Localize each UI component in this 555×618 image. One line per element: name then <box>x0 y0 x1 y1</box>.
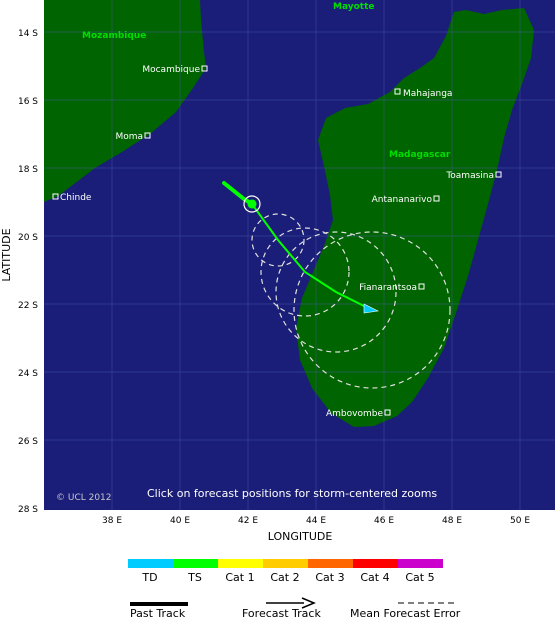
city-marker-toamasina <box>495 171 502 178</box>
legend-swatch-cat2 <box>263 559 308 568</box>
lon-tick-label: 44 E <box>306 516 326 526</box>
forecast-track-legend-label: Forecast Track <box>242 607 321 618</box>
madagascar-land <box>296 8 534 427</box>
error-circle-24h <box>260 227 350 317</box>
city-marker-chinde <box>52 193 59 200</box>
legend-label-cat5: Cat 5 <box>405 571 434 584</box>
city-label: Mahajanga <box>403 89 452 99</box>
region-label-mozambique: Mozambique <box>82 31 146 41</box>
city-markers <box>52 65 502 416</box>
copyright-text: © UCL 2012 <box>56 493 112 503</box>
error-circle-48h <box>293 231 451 389</box>
city-marker-fianarantsoa <box>418 283 425 290</box>
lon-tick-label: 42 E <box>238 516 258 526</box>
error-circle-36h <box>275 231 397 353</box>
category-legend <box>128 559 443 568</box>
legend-swatch-td <box>128 559 173 568</box>
y-axis-title: LATITUDE <box>0 228 13 281</box>
city-marker-mocambique <box>201 65 208 72</box>
storm-current-position[interactable] <box>247 199 257 209</box>
past-track-legend-label: Past Track <box>130 607 186 618</box>
forecast-position-48h[interactable] <box>369 307 375 313</box>
legend-swatch-cat3 <box>308 559 353 568</box>
lon-tick-label: 50 E <box>510 516 530 526</box>
legend-label-cat4: Cat 4 <box>360 571 389 584</box>
legend-label-ts: TS <box>187 571 202 584</box>
city-label: Ambovombe <box>326 409 383 419</box>
forecast-error-circles <box>251 213 451 389</box>
lat-tick-label: 18 S <box>18 165 38 175</box>
city-marker-moma <box>144 132 151 139</box>
forecast-track-arrowhead <box>363 303 379 314</box>
city-marker-mahajanga <box>394 88 401 95</box>
legend-swatch-ts <box>173 559 218 568</box>
lon-tick-label: 46 E <box>374 516 394 526</box>
lat-tick-label: 14 S <box>18 29 38 39</box>
city-label: Toamasina <box>445 171 494 181</box>
lon-tick-label: 48 E <box>442 516 462 526</box>
city-marker-antananarivo <box>433 195 440 202</box>
lat-tick-label: 16 S <box>18 97 38 107</box>
lon-tick-label: 38 E <box>102 516 122 526</box>
lon-tick-label: 40 E <box>170 516 190 526</box>
city-label: Chinde <box>60 193 92 203</box>
map-instruction-text: Click on forecast positions for storm-ce… <box>147 487 437 500</box>
legend-swatch-cat4 <box>353 559 398 568</box>
forecast-track-legend-arrowhead <box>301 597 316 609</box>
city-label: Fianarantsoa <box>359 283 417 293</box>
city-label: Mocambique <box>142 65 200 75</box>
lat-tick-label: 22 S <box>18 301 38 311</box>
legend-label-cat2: Cat 2 <box>270 571 299 584</box>
legend-label-cat1: Cat 1 <box>225 571 254 584</box>
storm-current-position-ring <box>243 195 261 213</box>
city-label: Moma <box>115 132 143 142</box>
forecast-position-24h[interactable] <box>302 269 308 275</box>
lat-tick-label: 26 S <box>18 437 38 447</box>
lat-tick-label: 24 S <box>18 369 38 379</box>
city-label: Antananarivo <box>372 195 433 205</box>
legend-label-cat3: Cat 3 <box>315 571 344 584</box>
mozambique-land <box>44 0 206 202</box>
legend-swatch-cat5 <box>398 559 443 568</box>
forecast-track-line <box>251 203 373 311</box>
graticule <box>44 0 555 510</box>
lat-tick-label: 20 S <box>18 233 38 243</box>
error-circle-12h <box>251 213 305 267</box>
lat-tick-label: 28 S <box>18 505 38 515</box>
region-label-mayotte: Mayotte <box>333 2 375 12</box>
mean-forecast-error-legend-label: Mean Forecast Error <box>350 607 461 618</box>
x-axis-title: LONGITUDE <box>268 530 333 543</box>
legend-label-td: TD <box>141 571 157 584</box>
legend-swatch-cat1 <box>218 559 263 568</box>
forecast-position-36h[interactable] <box>333 289 339 295</box>
forecast-position-12h[interactable] <box>275 237 281 243</box>
city-marker-ambovombe <box>384 409 391 416</box>
region-label-madagascar: Madagascar <box>389 150 451 160</box>
